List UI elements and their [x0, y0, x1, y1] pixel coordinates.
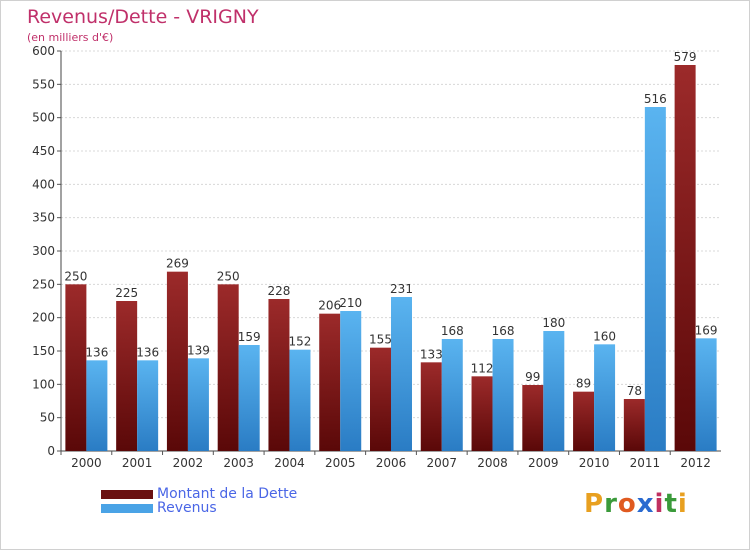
bar-value-label: 228 [268, 284, 291, 298]
bar-debt [522, 385, 544, 451]
y-tick-label: 300 [32, 244, 55, 258]
x-tick-label: 2009 [528, 456, 559, 470]
bar-revenus [543, 331, 565, 451]
bar-value-label: 579 [674, 50, 697, 64]
logo-letter: o [617, 489, 637, 519]
bar-debt [65, 284, 87, 451]
x-tick-label: 2000 [71, 456, 102, 470]
bar-value-label: 231 [390, 282, 413, 296]
y-tick-label: 450 [32, 144, 55, 158]
x-tick-label: 2001 [122, 456, 153, 470]
logo-letter: t [664, 489, 678, 519]
bar-revenus [644, 107, 666, 451]
bar-value-label: 89 [576, 377, 591, 391]
y-tick-label: 500 [32, 111, 55, 125]
bar-value-label: 160 [593, 329, 616, 343]
legend-swatch-revenus [101, 504, 153, 513]
bar-value-label: 112 [471, 361, 494, 375]
bar-revenus [187, 358, 209, 451]
y-tick-label: 150 [32, 344, 55, 358]
legend-label-debt: Montant de la Dette [157, 486, 298, 502]
bar-value-label: 210 [339, 296, 362, 310]
x-tick-label: 2005 [325, 456, 356, 470]
bar-revenus [238, 345, 260, 451]
bar-value-label: 168 [492, 324, 515, 338]
bar-debt [370, 347, 391, 451]
chart-subtitle: (en milliers d'€) [27, 31, 114, 44]
bar-value-label: 78 [627, 384, 642, 398]
x-tick-label: 2010 [579, 456, 610, 470]
bar-debt [116, 301, 138, 451]
bar-value-label: 250 [64, 269, 87, 283]
y-tick-label: 250 [32, 277, 55, 291]
bar-debt [319, 313, 341, 451]
proxiti-logo: Proxiti [584, 489, 688, 519]
bar-debt [217, 284, 239, 451]
y-tick-label: 550 [32, 77, 55, 91]
bar-value-label: 169 [695, 323, 718, 337]
bar-value-label: 139 [187, 343, 210, 357]
bar-revenus [289, 349, 311, 451]
logo-letter: i [654, 489, 665, 519]
logo-letter: i [677, 489, 688, 519]
x-tick-label: 2008 [477, 456, 508, 470]
bar-value-label: 206 [318, 299, 341, 313]
bar-debt [268, 299, 290, 451]
logo-letter: r [604, 489, 618, 519]
bar-value-label: 136 [85, 345, 108, 359]
x-tick-label: 2003 [223, 456, 254, 470]
bar-debt [674, 65, 696, 451]
bar-debt [420, 362, 442, 451]
bar-value-label: 269 [166, 257, 189, 271]
axes: 0 50 100 150 200 250 300 350 400 450 500 550 600 2000… [32, 44, 721, 470]
bar-chart: 0 50 100 150 200 250 300 350 400 450 500 550 600 2000… [32, 44, 721, 470]
logo-letter: P [584, 489, 605, 519]
bar-debt [573, 391, 595, 451]
bar-revenus [137, 360, 159, 451]
bar-revenus [594, 344, 616, 451]
x-tick-label: 2006 [376, 456, 407, 470]
x-tick-label: 2012 [680, 456, 711, 470]
bar-revenus [441, 339, 463, 451]
y-tick-label: 100 [32, 377, 55, 391]
bar-value-label: 152 [289, 335, 312, 349]
bar-value-label: 250 [217, 269, 240, 283]
bar-debt [623, 399, 645, 451]
bar-value-label: 133 [420, 347, 443, 361]
x-tick-label: 2002 [173, 456, 204, 470]
x-tick-label: 2007 [426, 456, 457, 470]
y-tick-label: 600 [32, 44, 55, 58]
bar-value-label: 168 [441, 324, 464, 338]
y-tick-label: 200 [32, 311, 55, 325]
bar-debt [166, 271, 188, 451]
bar-debt [471, 376, 493, 451]
logo-letter: x [636, 489, 655, 519]
bar-value-label: 225 [115, 286, 138, 300]
bar-revenus [340, 311, 362, 451]
y-tick-label: 0 [47, 444, 55, 458]
bar-revenus [695, 338, 717, 451]
y-tick-label: 400 [32, 177, 55, 191]
bar-value-label: 136 [136, 345, 159, 359]
bars [65, 65, 717, 451]
bar-value-label: 99 [525, 370, 540, 384]
bar-value-label: 155 [369, 333, 392, 347]
bar-revenus [492, 339, 514, 451]
chart-title: Revenus/Dette - VRIGNY [27, 6, 259, 28]
bar-value-label: 159 [238, 330, 261, 344]
bar-value-label: 180 [542, 316, 565, 330]
bar-revenus [86, 360, 108, 451]
y-tick-label: 50 [40, 411, 55, 425]
bar-value-label: 516 [644, 92, 667, 106]
x-tick-label: 2004 [274, 456, 305, 470]
y-tick-label: 350 [32, 211, 55, 225]
bar-revenus [391, 297, 412, 451]
legend-label-revenus: Revenus [157, 500, 217, 516]
legend-swatch-debt [101, 490, 153, 499]
x-tick-label: 2011 [630, 456, 661, 470]
